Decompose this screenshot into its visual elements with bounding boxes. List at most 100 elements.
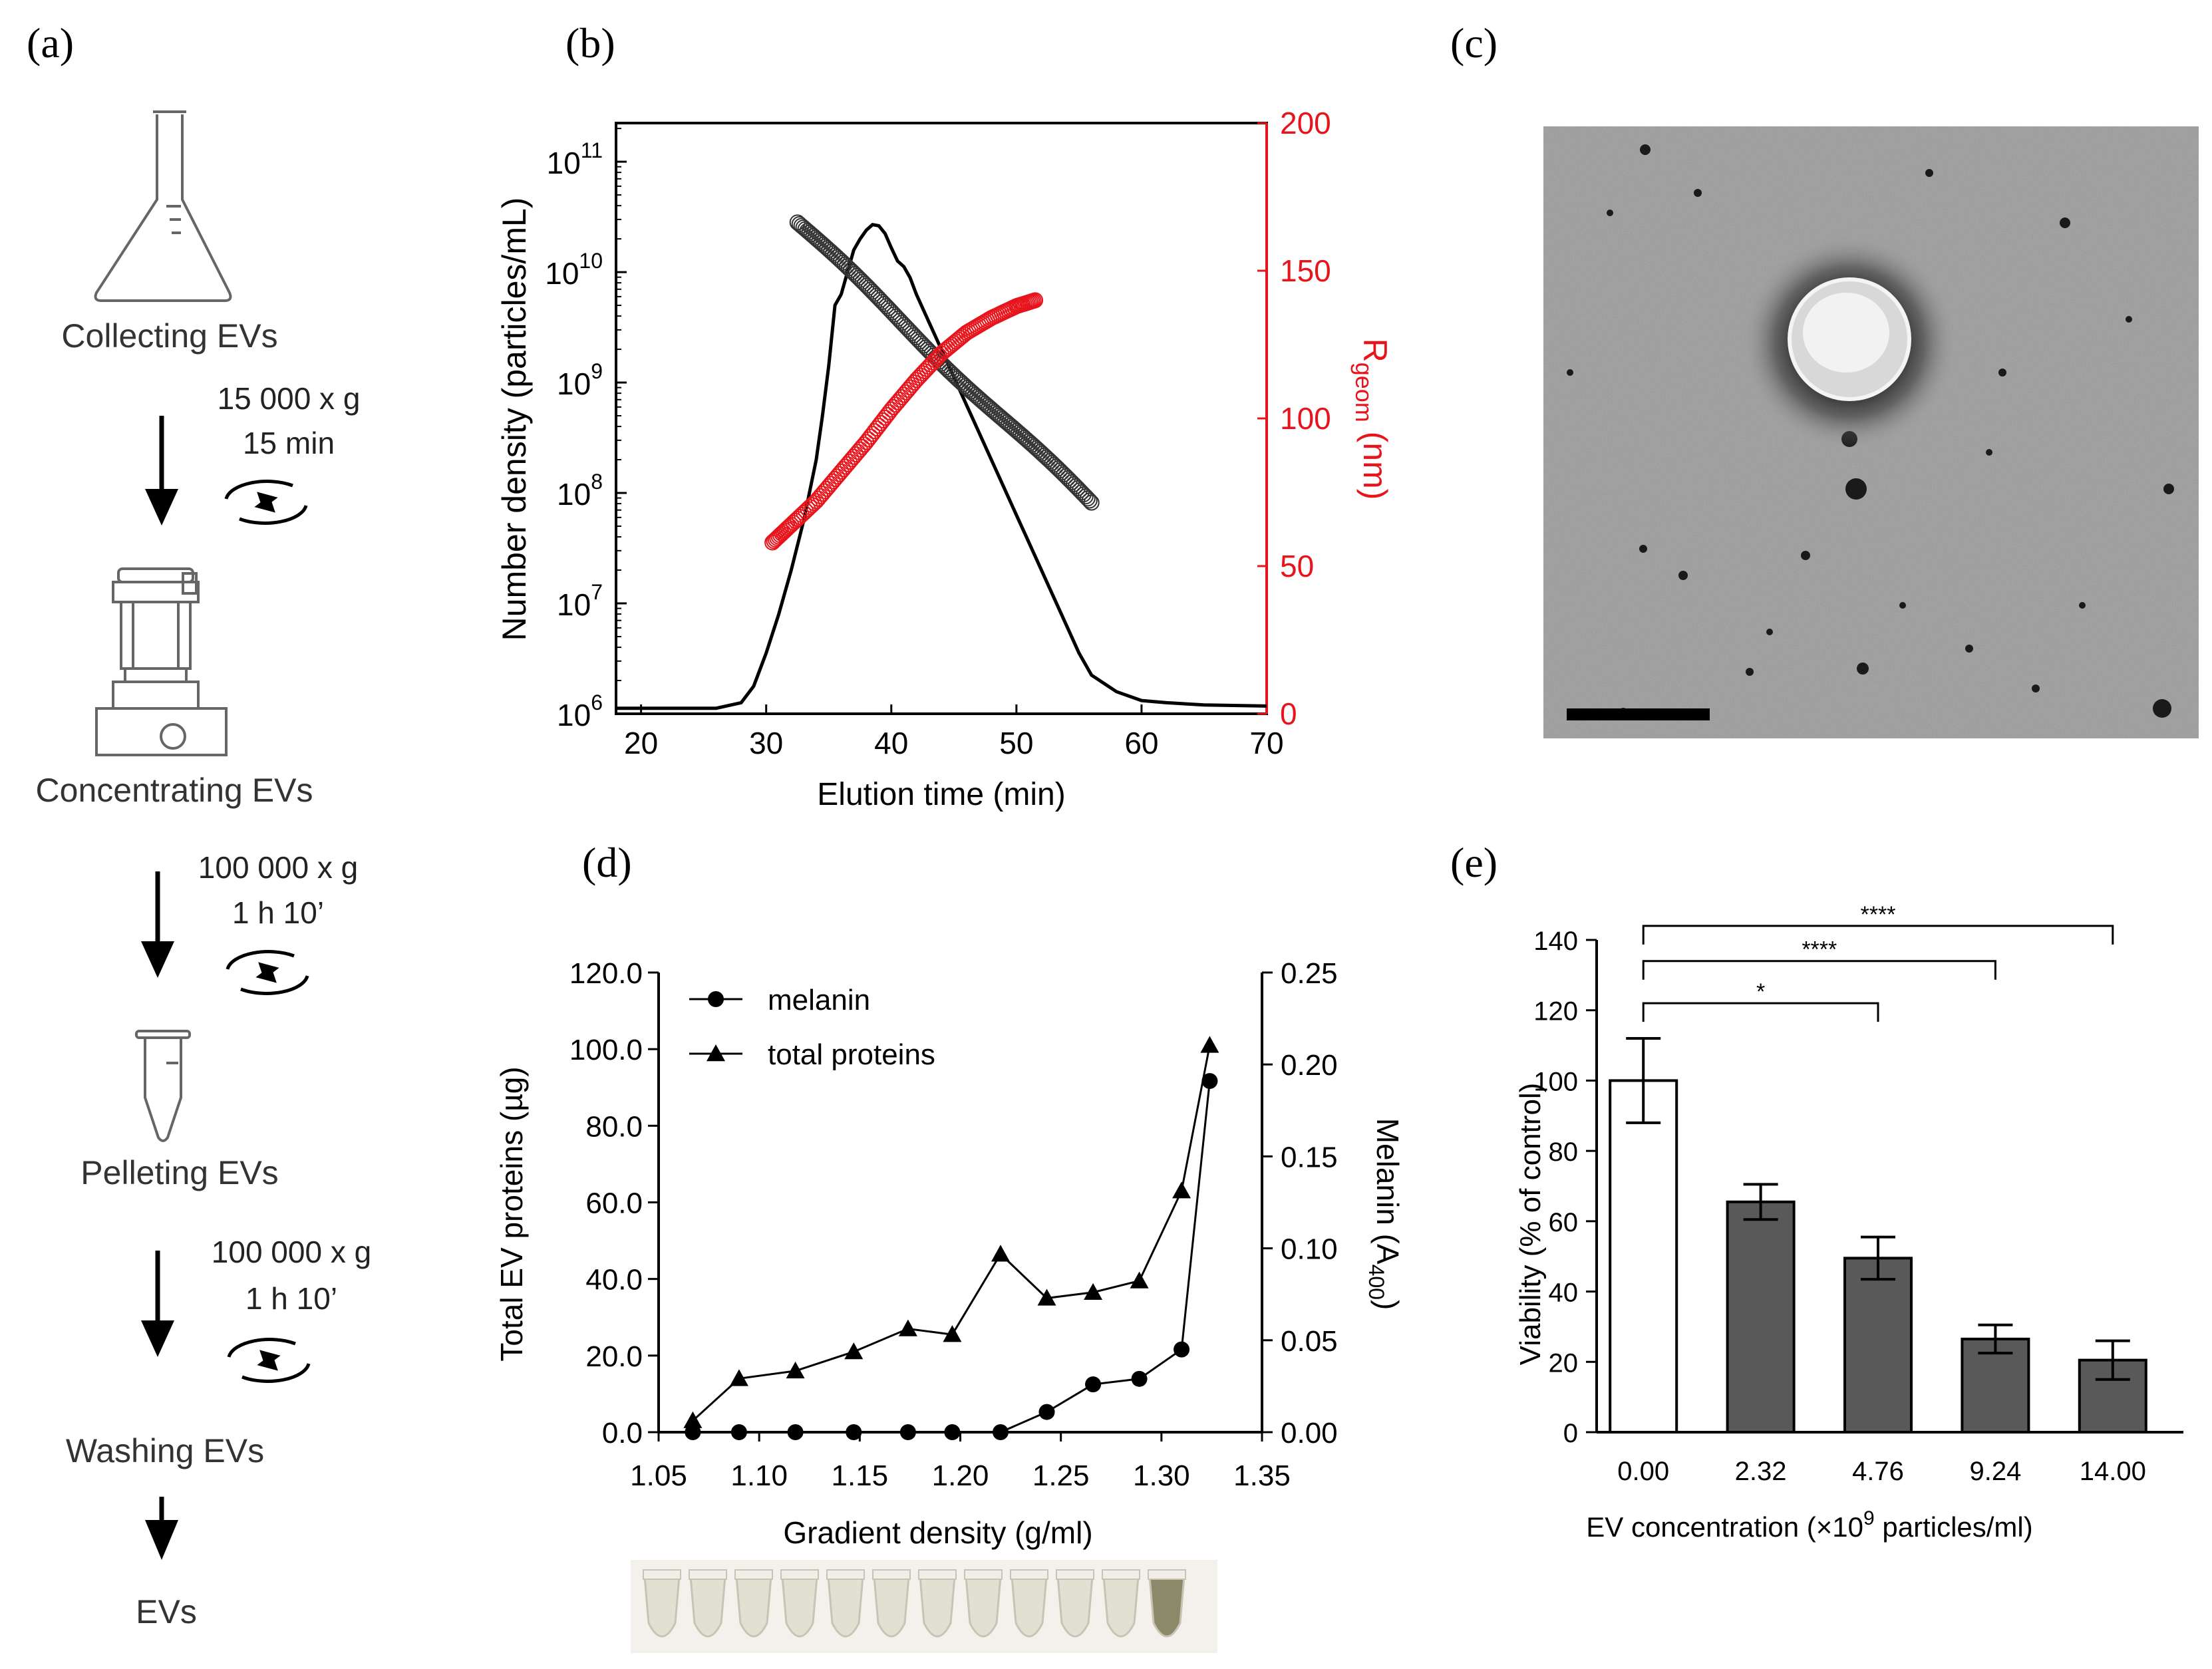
- gradient-tube-cap: [734, 1569, 773, 1580]
- gradient-tube-cap: [918, 1569, 957, 1580]
- chart-d-ylabel-right: Melanin (A400): [1364, 1118, 1405, 1310]
- y-tick-exp: 10: [579, 249, 603, 273]
- chart-e-xlabel: EV concentration (×109 particles/ml): [1586, 1507, 2033, 1543]
- gradient-tube-cap: [780, 1569, 819, 1580]
- significance-bracket: [1642, 925, 2114, 945]
- spin-3-speed: 100 000 x g: [212, 1235, 371, 1269]
- gradient-tube: [689, 1575, 726, 1638]
- rgeom-marker: [862, 428, 879, 445]
- chart-d-ylabel: Total EV proteins (µg): [494, 1066, 529, 1361]
- y2-tick-label: 0: [1280, 696, 1297, 731]
- melanin-point: [730, 1424, 747, 1440]
- spin-2-time: 1 h 10’: [232, 895, 324, 930]
- melanin-point: [1131, 1370, 1148, 1387]
- y-tick-label: 108: [557, 470, 603, 512]
- y-tick-base: 10: [557, 587, 591, 622]
- significance-bracket: [1642, 960, 1996, 980]
- legend-marker-melanin: [708, 991, 724, 1007]
- chart-e: 0 20 40 60 80 100 120 140 0.00 2.32 4.76 9.24 14.00 *…: [1514, 902, 2183, 1543]
- chart-d-ylabel-right-unit: ): [1370, 1300, 1405, 1310]
- gradient-tube: [781, 1575, 818, 1638]
- step-pelleting-evs: Pelleting EVs: [80, 1154, 278, 1191]
- melanin-point: [685, 1424, 701, 1440]
- rotation-icon: [224, 480, 308, 525]
- chart-b-ylabel-right: Rgeom (nm): [1350, 339, 1394, 500]
- gradient-tube-cap: [826, 1569, 865, 1580]
- chart-e-xlabel-end: particles/ml): [1875, 1511, 2033, 1543]
- gradient-tube: [1148, 1575, 1185, 1638]
- y-tick-exp: 8: [591, 470, 603, 494]
- y2-tick-label: 0.05: [1281, 1325, 1338, 1358]
- bar: [1726, 1200, 1796, 1434]
- total-proteins-point: [786, 1361, 805, 1379]
- chart-d-ylabel-right-main: Melanin (A: [1370, 1118, 1405, 1265]
- x-tick-label: 2.32: [1735, 1457, 1787, 1486]
- total-proteins-point: [844, 1342, 864, 1360]
- spin-1-speed: 15 000 x g: [218, 381, 361, 416]
- total-proteins-point: [1172, 1181, 1191, 1199]
- vesicle-core: [1803, 293, 1889, 373]
- gradient-tube: [735, 1575, 772, 1638]
- down-arrow-icon: [145, 1497, 178, 1560]
- y2-tick-label: 0.10: [1281, 1233, 1338, 1266]
- x-tick-label: 0.00: [1617, 1457, 1669, 1486]
- gradient-tube: [965, 1575, 1002, 1638]
- y-tick-base: 10: [557, 477, 591, 512]
- gradient-tube: [873, 1575, 910, 1638]
- legend-label-proteins: total proteins: [768, 1038, 935, 1071]
- bar: [1609, 1079, 1678, 1434]
- total-proteins-point: [943, 1325, 962, 1342]
- legend-marker-proteins: [707, 1044, 725, 1062]
- number-density-marker: [1077, 488, 1094, 505]
- rgeom-marker: [873, 415, 889, 432]
- melanin-point: [1038, 1404, 1055, 1420]
- tem-micrograph: [1543, 126, 2199, 738]
- y-tick-label: 107: [557, 580, 603, 622]
- chart-e-xlabel-main: EV concentration (×10: [1586, 1511, 1863, 1543]
- total-proteins-point: [991, 1245, 1010, 1262]
- down-arrow-icon: [141, 1251, 174, 1357]
- step-collecting-evs: Collecting EVs: [61, 317, 277, 355]
- gradient-tube-cap: [964, 1569, 1003, 1580]
- y-tick-exp: 9: [591, 359, 603, 383]
- y2-tick-label: 150: [1280, 253, 1331, 288]
- significance-bracket: [1642, 1002, 1879, 1022]
- y-tick-exp: 11: [581, 138, 603, 162]
- step-concentrating-evs: Concentrating EVs: [36, 772, 313, 809]
- chart-b-ylabel-right-unit: (nm): [1356, 422, 1394, 500]
- gradient-tube-cap: [1056, 1569, 1094, 1580]
- chart-b-ylabel-right-main: R: [1356, 339, 1394, 363]
- gradient-tube-cap: [1148, 1569, 1186, 1580]
- rgeom-marker: [870, 418, 887, 434]
- rgeom-marker: [866, 423, 883, 440]
- rgeom-marker: [877, 409, 893, 426]
- rgeom-marker: [1027, 292, 1044, 309]
- x-tick-label: 50: [999, 726, 1033, 760]
- spin-2-speed: 100 000 x g: [198, 850, 358, 885]
- gradient-tube: [1011, 1575, 1048, 1638]
- gradient-tube: [1056, 1575, 1094, 1638]
- chart-b-xlabel: Elution time (min): [817, 777, 1065, 812]
- x-tick-label: 1.25: [1032, 1459, 1090, 1492]
- chart-b-frame: [615, 122, 1268, 715]
- y-tick-base: 10: [557, 367, 591, 401]
- y-tick-label: 100: [1533, 1067, 1578, 1096]
- y-tick-label: 1010: [545, 249, 603, 291]
- spin-1-time: 15 min: [243, 426, 335, 460]
- melanin-line: [693, 1080, 1211, 1434]
- y-tick-label: 120.0: [569, 957, 643, 990]
- gradient-tube-cap: [872, 1569, 911, 1580]
- rgeom-marker: [858, 434, 875, 450]
- total-proteins-point: [1037, 1289, 1056, 1306]
- y2-tick-label: 0.00: [1281, 1417, 1338, 1449]
- y-tick-label: 80: [1549, 1138, 1579, 1167]
- total-proteins-point: [683, 1411, 703, 1428]
- chart-b-ylabel: Number density (particles/mL): [496, 198, 533, 641]
- chart-d-xlabel: Gradient density (g/ml): [783, 1515, 1092, 1550]
- x-tick-label: 14.00: [2080, 1457, 2146, 1486]
- y-tick-label: 20: [1549, 1348, 1579, 1378]
- rgeom-marker: [804, 497, 820, 514]
- total-proteins-point: [898, 1319, 917, 1336]
- rgeom-marker: [802, 499, 818, 516]
